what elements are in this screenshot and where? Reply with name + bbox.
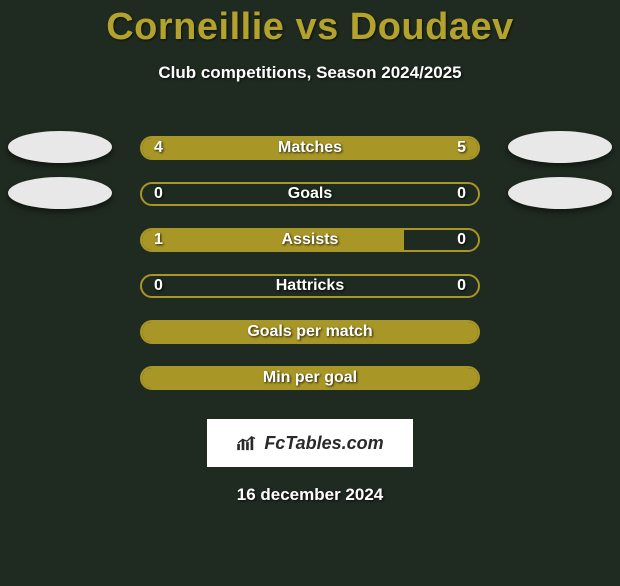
stat-value-left: 4 xyxy=(154,139,163,157)
player-avatar-right xyxy=(508,131,612,163)
player-avatar-right xyxy=(508,177,612,209)
stat-label: Goals per match xyxy=(142,323,478,341)
logo-badge: FcTables.com xyxy=(207,419,413,467)
stat-value-left: 0 xyxy=(154,277,163,295)
stat-row: Matches4 5 xyxy=(0,125,620,171)
logo-text: FcTables.com xyxy=(264,433,383,454)
stat-bar: Matches4 5 xyxy=(140,136,480,160)
stat-label: Hattricks xyxy=(142,277,478,295)
stats-container: Matches45Goals00Assists10Hattricks00Goal… xyxy=(0,125,620,401)
date-line: 16 december 2024 xyxy=(0,485,620,505)
page-subtitle: Club competitions, Season 2024/2025 xyxy=(0,63,620,83)
stat-label: Matches xyxy=(142,139,478,157)
stat-value-right: 0 xyxy=(457,231,466,249)
stat-row: Goals per match xyxy=(0,309,620,355)
stat-row: Min per goal xyxy=(0,355,620,401)
stat-value-left: 0 xyxy=(154,185,163,203)
stat-label: Assists xyxy=(142,231,478,249)
stat-bar: Goals0 0 xyxy=(140,182,480,206)
stat-row: Assists1 0 xyxy=(0,217,620,263)
stat-row: Goals0 0 xyxy=(0,171,620,217)
stat-value-left: 1 xyxy=(154,231,163,249)
stat-bar: Assists1 0 xyxy=(140,228,480,252)
bars-icon xyxy=(236,435,258,451)
stat-bar: Hattricks0 0 xyxy=(140,274,480,298)
stat-bar: Goals per match xyxy=(140,320,480,344)
page-title: Corneillie vs Doudaev xyxy=(0,6,620,49)
stat-row: Hattricks0 0 xyxy=(0,263,620,309)
stat-value-right: 0 xyxy=(457,185,466,203)
player-avatar-left xyxy=(8,177,112,209)
player-avatar-left xyxy=(8,131,112,163)
stat-value-right: 5 xyxy=(457,139,466,157)
stat-value-right: 0 xyxy=(457,277,466,295)
stat-label: Min per goal xyxy=(142,369,478,387)
stat-label: Goals xyxy=(142,185,478,203)
stat-bar: Min per goal xyxy=(140,366,480,390)
